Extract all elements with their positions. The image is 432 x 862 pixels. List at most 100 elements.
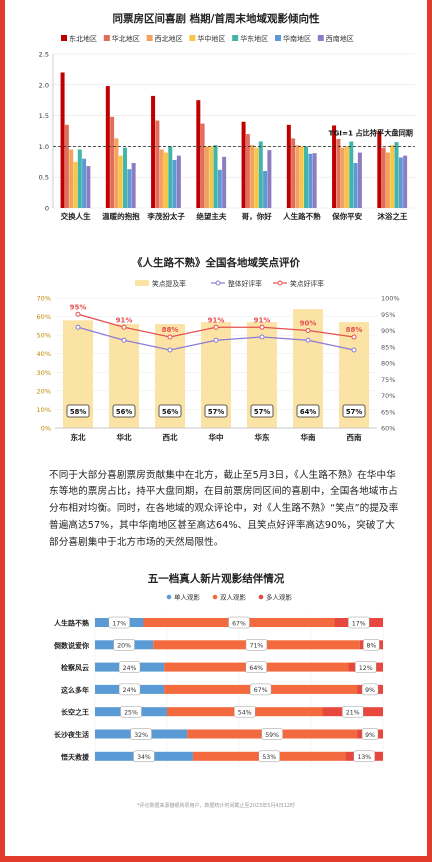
bar	[82, 158, 87, 208]
bar-data-label: 56%	[116, 408, 132, 416]
right-y-tick-label: 70%	[381, 392, 395, 400]
legend-label: 笑点好评率	[290, 279, 324, 288]
bar	[64, 124, 69, 208]
y-tick-label: 检察风云	[61, 663, 89, 672]
line-data-label: 88%	[346, 326, 363, 334]
legend-swatch	[275, 35, 281, 41]
right-y-tick-label: 95%	[381, 311, 395, 319]
segment-data-label: 9%	[365, 687, 375, 694]
x-tick-label: 人生路不熟	[283, 211, 321, 221]
bar	[250, 145, 255, 208]
bar	[394, 142, 399, 208]
y-tick-label: 人生路不熟	[54, 619, 89, 628]
y-tick-label: 1.0	[39, 143, 49, 151]
y-tick-label: 2.5	[39, 51, 49, 59]
segment-data-label: 67%	[232, 620, 246, 627]
segment-data-label: 34%	[137, 754, 151, 761]
bar-data-label: 57%	[208, 408, 224, 416]
x-tick-label: 保你平安	[331, 211, 362, 221]
legend-label: 整体好评率	[228, 279, 262, 288]
segment-label-box	[118, 661, 141, 673]
bar-label-box	[112, 404, 136, 418]
segment-data-label: 13%	[357, 754, 371, 761]
bar	[127, 169, 132, 208]
bar	[258, 141, 263, 208]
bar	[105, 86, 110, 208]
segment-label-box	[108, 616, 130, 629]
legend-swatch	[232, 35, 239, 41]
segment-data-label: 67%	[254, 687, 268, 694]
segment-data-label: 9%	[365, 732, 375, 739]
bar	[217, 169, 222, 208]
bar-data-label: 64%	[300, 408, 316, 416]
bar	[114, 138, 119, 208]
segment-label-box	[261, 728, 283, 740]
bar	[69, 149, 74, 208]
y-tick-label: 长空之王	[61, 708, 89, 717]
line-data-label: 91%	[116, 316, 133, 324]
left-y-tick-label: 40%	[37, 350, 51, 358]
left-y-tick-label: 70%	[37, 295, 51, 303]
right-y-tick-label: 85%	[381, 343, 395, 351]
bar	[263, 171, 268, 208]
bar	[86, 166, 91, 208]
x-tick-label: 交换人生	[61, 211, 91, 221]
footnote: *评论数据来源猫眼购票用户，数据统计时间截止至2023年5月4日12时	[137, 803, 295, 809]
bar	[340, 147, 345, 208]
bar	[403, 155, 408, 208]
legend-swatch	[189, 35, 196, 41]
y-tick-label: 2.0	[39, 81, 49, 89]
segment-label-box	[234, 705, 256, 718]
bar-data-label: 58%	[70, 408, 86, 416]
bar	[291, 138, 296, 208]
bar	[390, 145, 395, 208]
segment-data-label: 71%	[250, 643, 264, 650]
bar	[344, 146, 349, 208]
x-tick-label: 华北	[117, 432, 132, 442]
segment-label-box	[228, 616, 250, 629]
bar	[377, 131, 382, 208]
left-y-tick-label: 30%	[37, 369, 51, 377]
right-y-tick-label: 90%	[381, 327, 395, 335]
bar	[299, 146, 304, 208]
line-data-label: 95%	[70, 303, 87, 311]
line-point	[167, 347, 173, 353]
legend-label: 华中地区	[197, 34, 225, 43]
line-point	[121, 324, 127, 330]
segment-data-label: 59%	[265, 732, 279, 739]
x-tick-label: 李茂扮太子	[146, 211, 185, 221]
segment-label-box	[133, 750, 155, 763]
segment-label-box	[353, 750, 376, 763]
line-data-label: 91%	[208, 316, 225, 324]
segment-label-box	[354, 661, 377, 673]
bar	[168, 146, 173, 208]
segment-label-box	[120, 705, 142, 718]
legend-label: 西北地区	[155, 34, 183, 43]
line-point	[305, 328, 311, 333]
line-point	[75, 324, 81, 330]
line-point	[259, 324, 265, 330]
left-y-tick-label: 60%	[37, 313, 51, 321]
x-tick-label: 西南	[347, 432, 362, 442]
bar	[110, 116, 115, 208]
line-data-label: 88%	[162, 326, 179, 334]
bar	[381, 147, 386, 208]
bar	[209, 146, 214, 208]
bar-label-box	[296, 404, 320, 418]
legend-swatch	[61, 35, 67, 41]
segment-label-box	[342, 705, 364, 718]
bar	[349, 141, 354, 208]
legend-label: 双人观影	[220, 593, 247, 602]
legend-swatch	[166, 594, 172, 600]
x-tick-label: 华东	[255, 432, 270, 442]
right-y-tick-label: 80%	[381, 360, 395, 368]
bar	[222, 156, 227, 208]
legend-swatch	[212, 594, 218, 600]
segment-label-box	[130, 728, 152, 740]
x-tick-label: 绝望主夫	[196, 211, 226, 221]
segment-label-box	[249, 683, 272, 696]
bar	[254, 147, 259, 208]
line-point	[121, 337, 127, 343]
bar	[176, 155, 181, 208]
